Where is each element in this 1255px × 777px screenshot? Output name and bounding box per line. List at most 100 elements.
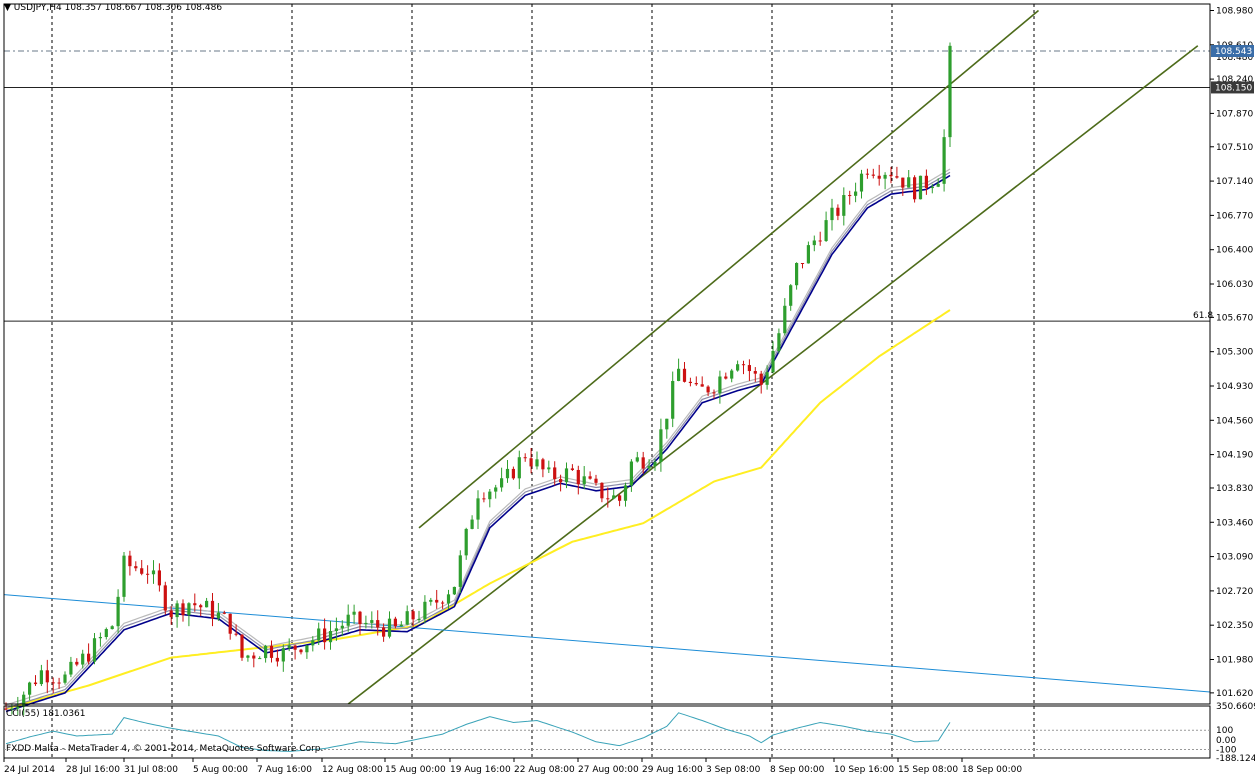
candle-body — [411, 611, 415, 620]
candle-body — [789, 285, 793, 306]
price-tick-label: 106.400 — [1216, 246, 1253, 256]
candle-body — [848, 195, 852, 197]
candle-body — [623, 485, 628, 501]
time-tick-label: 31 Jul 08:00 — [124, 765, 178, 775]
candle-body — [718, 376, 722, 394]
candle-body — [222, 612, 226, 614]
candle-body — [800, 262, 805, 264]
candle-body — [376, 620, 380, 628]
candle-body — [854, 191, 858, 196]
price-hidden-label: 108.480 — [1216, 53, 1253, 63]
cci-tick-label: 0.00 — [1216, 736, 1236, 746]
candle-body — [146, 573, 150, 575]
price-tick-label: 102.720 — [1216, 587, 1253, 597]
candle-body — [594, 478, 598, 483]
terminal-footer: FXDD Malta - MetaTrader 4, © 2001-2014, … — [6, 744, 324, 754]
price-tick-label: 105.670 — [1216, 313, 1253, 323]
candle-body — [777, 333, 781, 351]
candlesticks — [4, 42, 952, 716]
candle-body — [169, 610, 173, 618]
candle-body — [305, 645, 309, 653]
candle-body — [553, 467, 557, 480]
candle-body — [494, 487, 498, 492]
candle-body — [128, 555, 132, 567]
candle-body — [629, 461, 633, 486]
candle-body — [393, 618, 397, 627]
candle-body — [417, 619, 421, 621]
price-tick-label: 104.190 — [1216, 451, 1253, 461]
price-tick-label: 107.510 — [1216, 143, 1253, 153]
candle-body — [665, 418, 669, 430]
candle-body — [399, 624, 403, 627]
candle-body — [75, 661, 79, 665]
candle-body — [771, 350, 775, 373]
candle-body — [706, 386, 710, 393]
candle-body — [812, 240, 816, 246]
candle-body — [287, 645, 291, 649]
candle-body — [10, 708, 14, 710]
candle-body — [930, 186, 934, 189]
candle-body — [252, 655, 256, 659]
candle-body — [883, 174, 887, 179]
price-tick-label: 101.620 — [1216, 689, 1253, 699]
candle-body — [269, 645, 274, 658]
candle-body — [694, 383, 698, 385]
candle-body — [517, 457, 521, 479]
candle-body — [299, 649, 303, 653]
candle-body — [258, 658, 262, 660]
candle-body — [163, 585, 167, 611]
time-tick-label: 7 Aug 16:00 — [257, 765, 312, 775]
candle-body — [889, 174, 893, 177]
candle-body — [382, 627, 386, 637]
candle-body — [865, 173, 869, 175]
candle-body — [187, 603, 191, 616]
candle-body — [181, 603, 185, 616]
ema-mid-line — [5, 171, 951, 709]
candle-body — [606, 498, 610, 500]
candle-body — [736, 364, 740, 371]
candle-body — [541, 459, 545, 470]
candle-body — [759, 373, 763, 385]
price-tick-label: 103.830 — [1216, 484, 1253, 494]
chart-frame — [3, 3, 1211, 759]
candle-body — [700, 384, 704, 387]
candle-body — [901, 177, 905, 188]
candle-body — [765, 372, 769, 385]
indicator-lines — [3, 9, 1211, 713]
candle-body — [317, 628, 321, 641]
price-tick-label: 107.870 — [1216, 109, 1253, 119]
candle-body — [441, 602, 445, 604]
cci-tick-label: 350.6609 — [1216, 702, 1255, 712]
candle-body — [281, 648, 285, 662]
candle-body — [216, 612, 220, 619]
candle-body — [323, 628, 327, 643]
sma-long-line — [5, 309, 951, 710]
candle-body — [500, 478, 504, 488]
candle-body — [134, 566, 138, 569]
candle-body — [92, 638, 97, 662]
time-tick-label: 18 Sep 00:00 — [962, 765, 1022, 775]
candle-body — [918, 175, 923, 200]
price-axis: 108.980108.610108.240107.870107.510107.1… — [1210, 6, 1254, 699]
candle-body — [358, 611, 362, 625]
candle-body — [387, 618, 392, 637]
candle-body — [476, 498, 480, 520]
candle-body — [364, 622, 368, 625]
candle-body — [871, 174, 875, 176]
time-tick-label: 27 Aug 00:00 — [578, 765, 639, 775]
candle-body — [464, 528, 468, 556]
price-tick-label: 103.090 — [1216, 553, 1253, 563]
candle-body — [588, 476, 592, 479]
candle-body — [913, 177, 917, 200]
candle-body — [45, 670, 49, 683]
candle-body — [488, 491, 492, 500]
candle-body — [924, 175, 928, 189]
candle-body — [641, 457, 645, 469]
candle-body — [948, 45, 952, 138]
candle-body — [246, 655, 250, 658]
candle-body — [352, 611, 356, 615]
candle-body — [659, 429, 663, 463]
time-tick-label: 10 Sep 16:00 — [834, 765, 894, 775]
candle-body — [836, 207, 840, 216]
